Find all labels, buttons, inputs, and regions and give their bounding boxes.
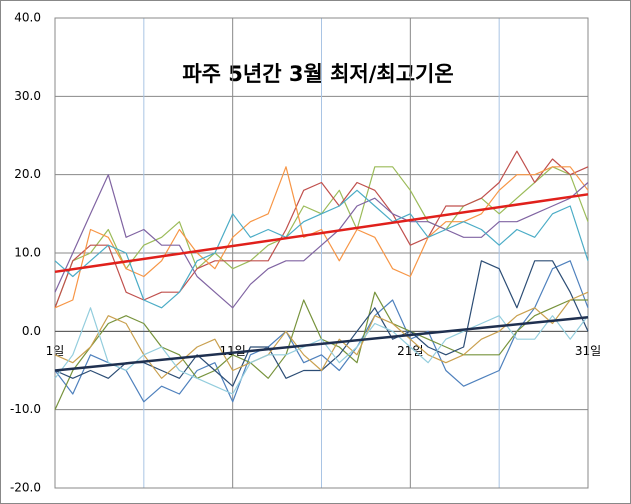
- y-tick-label: -20.0: [10, 481, 41, 495]
- series-line: [54, 307, 589, 395]
- series-line: [54, 193, 589, 274]
- series-line: [54, 315, 589, 372]
- y-tick-label: 30.0: [14, 89, 41, 103]
- y-tick-label: -10.0: [10, 402, 41, 416]
- series-line: [54, 166, 589, 309]
- y-tick-label: 40.0: [14, 11, 41, 25]
- y-tick-label: 0.0: [22, 324, 41, 338]
- plot-border: [54, 17, 589, 489]
- series-line: [54, 260, 589, 403]
- y-tick-label: 20.0: [14, 167, 41, 181]
- series-line: [54, 174, 589, 309]
- x-tick-label: 21일: [397, 344, 423, 358]
- y-tick-label: 10.0: [14, 246, 41, 260]
- series-line: [54, 189, 589, 309]
- chart-title: 파주 5년간 3월 최저/최고기온: [182, 62, 453, 86]
